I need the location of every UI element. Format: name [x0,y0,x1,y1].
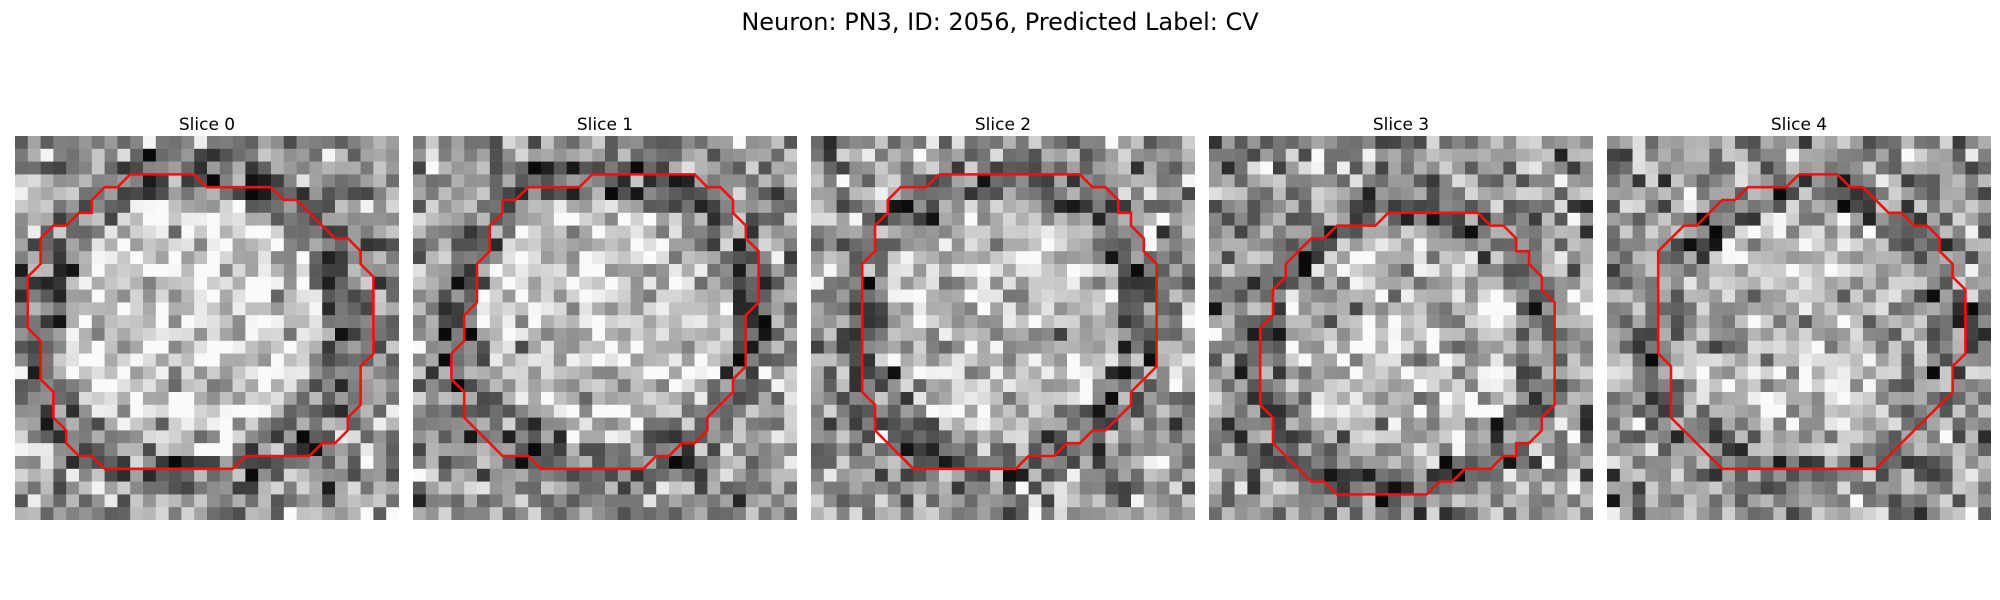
roi-contour [26,173,375,471]
slice-image-1 [413,136,797,520]
slice-panel-0: Slice 0 [15,115,399,520]
slice-image-0 [15,136,399,520]
slice-title-0: Slice 0 [178,115,236,135]
slice-panel-2: Slice 2 [811,115,1195,520]
roi-contour [860,173,1158,471]
slice-title-1: Slice 1 [576,115,634,135]
slice-title-4: Slice 4 [1770,115,1828,135]
roi-contour [1656,173,1967,471]
slice-panel-1: Slice 1 [413,115,797,520]
slice-image-3 [1209,136,1593,520]
slice-panel-4: Slice 4 [1607,115,1991,520]
slice-image-4 [1607,136,1991,520]
slice-image-2 [811,136,1195,520]
slice-title-2: Slice 2 [974,115,1032,135]
slice-title-3: Slice 3 [1372,115,1430,135]
roi-contour [450,173,760,471]
slice-panel-3: Slice 3 [1209,115,1593,520]
roi-contour [1258,211,1556,496]
figure-title: Neuron: PN3, ID: 2056, Predicted Label: … [741,8,1259,36]
